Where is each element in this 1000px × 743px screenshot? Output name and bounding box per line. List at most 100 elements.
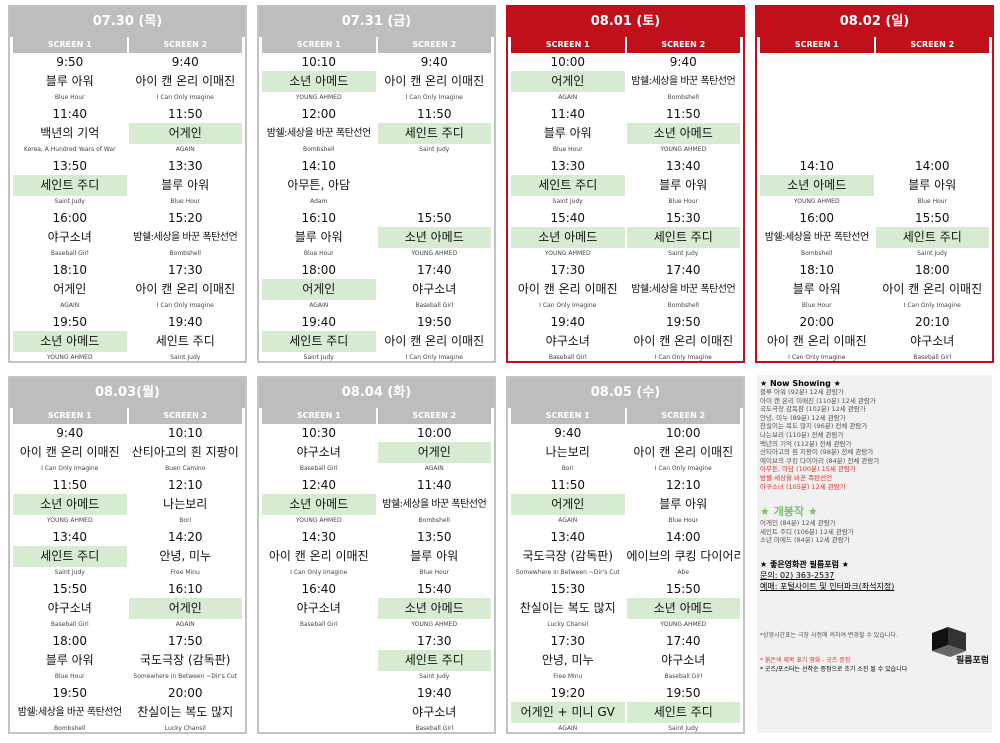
showtime: 13:50 <box>416 530 452 544</box>
svg-text:필름포럼: 필름포럼 <box>956 654 988 666</box>
movie-english-title: AGAIN <box>60 302 80 309</box>
movie-english-title: YOUNG AHMED <box>46 354 93 361</box>
movie-english-title: Blue Hour <box>54 94 85 101</box>
showtime: 10:00 <box>550 55 586 69</box>
movie-title: 밤쉘:세상을 바꾼 폭탄선언 <box>764 232 869 243</box>
movie-title: 아이 캔 온리 이매진 <box>384 74 485 88</box>
now-showing-item: 야구소녀 (105분) 12세 관람가 <box>760 482 846 491</box>
showtime-slot: 15:40 소년 아메드 YOUNG AHMED <box>511 210 625 262</box>
movie-title: 아이 캔 온리 이매진 <box>517 282 618 296</box>
screen-column: SCREEN 1 10:30 야구소녀 Baseball Girl 12:40 소년 아메… <box>261 408 377 730</box>
showtime: 16:40 <box>301 582 337 596</box>
showtime-slot: 11:40 백년의 기억 Korea, A Hundred Years of War <box>13 106 127 158</box>
showtime <box>262 685 376 702</box>
showtime-slot: 19:20 어게인 + 미니 GV AGAIN <box>511 685 625 737</box>
movie-english-title: Bombshell <box>303 146 335 153</box>
movie-title: 산티아고의 흰 지팡이 <box>131 445 239 459</box>
showtime-slot: 15:50 세인트 주디 Saint Judy <box>875 210 989 262</box>
movie-title: 아이 캔 온리 이매진 <box>384 334 485 348</box>
movie-title <box>876 123 990 144</box>
screen-label: SCREEN 1 <box>13 408 127 424</box>
movie-title: 세인트 주디 <box>377 650 491 671</box>
showtime-slot: 12:00 밤쉘:세상을 바꾼 폭탄선언 Bombshell <box>262 106 376 158</box>
movie-english-title: Saint Judy <box>419 673 450 680</box>
showtime: 9:40 <box>420 55 448 69</box>
movie-english-title <box>760 92 874 104</box>
new-release-item: 소년 아메드 (84분) 12세 관람가 <box>760 536 850 545</box>
movie-english-title: I Can Only Imagine <box>41 465 99 472</box>
movie-title: 야구소녀 <box>661 653 706 667</box>
showtime-slot: 9:40 아이 캔 온리 이매진 I Can Only Imagine <box>13 425 127 477</box>
day-card: 08.05 (수) SCREEN 1 9:40 나는보리 Bori 11:50 어게인 AGA… <box>506 376 745 734</box>
movie-english-title: YOUNG AHMED <box>295 94 342 101</box>
showtime: 11:40 <box>52 107 88 121</box>
showtime-slot: 10:00 어게인 AGAIN <box>377 425 491 477</box>
screen-label: SCREEN 1 <box>262 408 376 424</box>
movie-title: 아이 캔 온리 이매진 <box>766 334 867 348</box>
now-showing-list: 블루 아워 (92분) 12세 관람가 아이 캔 온리 이매진 (110분) 12… <box>760 388 989 491</box>
showtime-slot: 11:40 블루 아워 Blue Hour <box>511 106 625 158</box>
showtime: 11:50 <box>665 107 701 121</box>
movie-title: 소년 아메드 <box>262 71 376 92</box>
showtime: 18:10 <box>52 263 88 277</box>
movie-english-title: AGAIN <box>558 94 578 101</box>
movie-title: 에이브의 쿠킹 다이어리 <box>626 549 741 563</box>
movie-title: 어게인 <box>128 598 242 619</box>
movie-english-title: Baseball Girl <box>299 621 338 628</box>
movie-english-title: Abe <box>677 569 690 576</box>
showtime-slot: 18:00 아이 캔 온리 이매진 I Can Only Imagine <box>876 262 990 314</box>
showtime: 19:40 <box>550 315 586 329</box>
showtime: 15:50 <box>665 582 701 596</box>
screen-label: SCREEN 1 <box>511 408 625 424</box>
movie-english-title: YOUNG AHMED <box>660 621 707 628</box>
now-showing-item: 백년의 기억 (112분) 전체 관람가 <box>760 439 852 448</box>
showtime: 13:50 <box>52 159 88 173</box>
now-showing-item: 밤쉘:세상을 바꾼 폭탄선언 <box>760 473 833 482</box>
showtime: 17:30 <box>550 263 586 277</box>
day-card: 08.03(월) SCREEN 1 9:40 아이 캔 온리 이매진 I Can Onl… <box>8 376 247 734</box>
showtime: 17:30 <box>167 263 203 277</box>
now-showing-item: 에이브의 쿠킹 다이어리 (84분) 전체 관람가 <box>760 456 880 465</box>
movie-english-title: I Can Only Imagine <box>290 569 348 576</box>
movie-english-title: AGAIN <box>424 465 444 472</box>
showtime-slot: 12:40 소년 아메드 YOUNG AHMED <box>262 477 376 529</box>
movie-title: 어게인 <box>511 494 625 515</box>
showtime-slot: 10:10 소년 아메드 YOUNG AHMED <box>262 54 376 106</box>
showtime: 15:30 <box>550 582 586 596</box>
showtime: 16:10 <box>167 582 203 596</box>
movie-title: 야구소녀 <box>412 705 457 719</box>
movie-title: 소년 아메드 <box>626 123 740 144</box>
movie-english-title: Korea, A Hundred Years of War <box>23 146 116 153</box>
day-date: 07.31 (금) <box>259 7 494 37</box>
movie-title: 블루 아워 <box>792 282 841 296</box>
movie-english-title: YOUNG AHMED <box>295 517 342 524</box>
showtime: 17:40 <box>665 263 701 277</box>
movie-title: 블루 아워 <box>294 230 343 244</box>
movie-title: 블루 아워 <box>659 497 708 511</box>
movie-title: 소년 아메드 <box>262 494 376 515</box>
movie-english-title: I Can Only Imagine <box>156 302 214 309</box>
screen-column: SCREEN 2 9:40 밤쉘:세상을 바꾼 폭탄선언 Bombshell 11:50… <box>626 37 742 361</box>
movie-english-title: AGAIN <box>175 621 195 628</box>
movie-english-title: Blue Hour <box>668 517 699 524</box>
screen-label: SCREEN 1 <box>13 37 127 53</box>
movie-title: 블루 아워 <box>543 126 592 140</box>
movie-english-title: Baseball Girl <box>415 302 454 309</box>
showtime-slot: 10:30 야구소녀 Baseball Girl <box>262 425 376 477</box>
movie-english-title: Baseball Girl <box>913 354 952 361</box>
movie-title: 백년의 기억 <box>40 126 100 140</box>
movie-english-title: Blue Hour <box>801 302 832 309</box>
movie-title: 야구소녀 <box>910 334 955 348</box>
showtime: 11:50 <box>550 478 586 492</box>
showtime-slot: 16:00 야구소녀 Baseball Girl <box>13 210 127 262</box>
movie-english-title <box>262 723 376 735</box>
day-date: 08.04 (화) <box>259 378 494 408</box>
showtime: 12:10 <box>665 478 701 492</box>
showtime-slot: 17:30 아이 캔 온리 이매진 I Can Only Imagine <box>511 262 625 314</box>
movie-title: 야구소녀 <box>47 230 92 244</box>
movie-title: 세인트 주디 <box>155 334 215 348</box>
screen-label: SCREEN 1 <box>262 37 376 53</box>
showtime-slot: 17:40 야구소녀 Baseball Girl <box>627 633 741 685</box>
showtime: 19:20 <box>550 686 586 700</box>
showtime-slot: 15:30 찬실이는 복도 많지 Lucky Chansil <box>511 581 625 633</box>
